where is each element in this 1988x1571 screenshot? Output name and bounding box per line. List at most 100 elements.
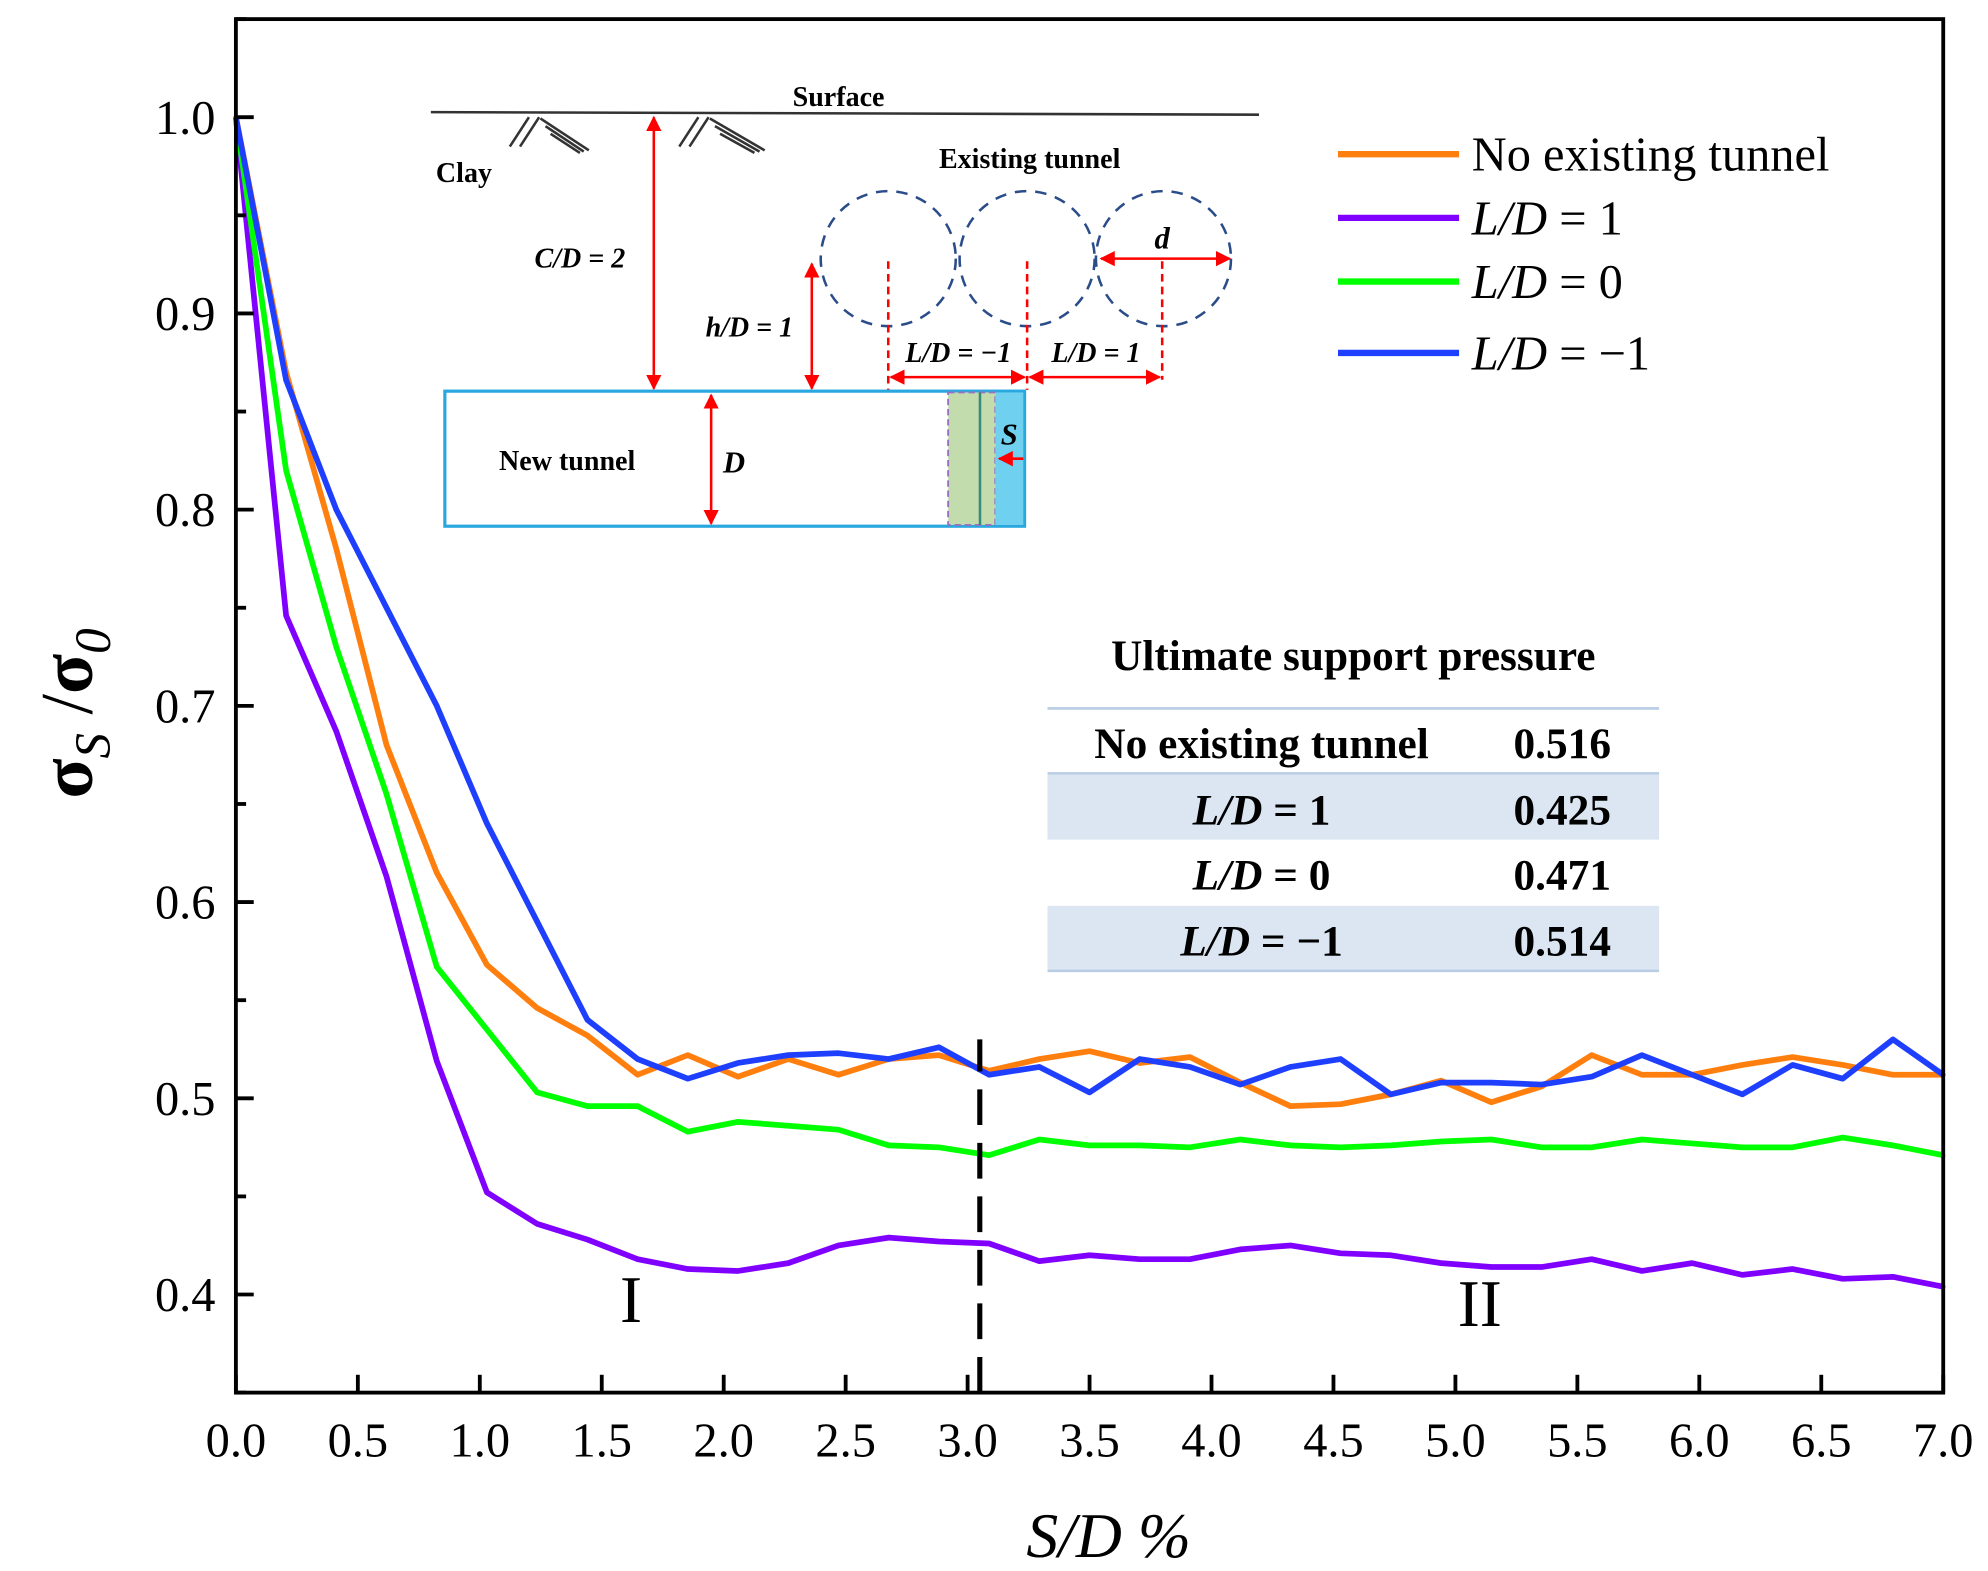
data-point — [785, 1260, 791, 1266]
data-point — [534, 1005, 540, 1011]
data-point — [1890, 1072, 1896, 1078]
data-point — [685, 1129, 691, 1134]
data-point — [283, 613, 289, 618]
data-point — [534, 1090, 540, 1095]
data-point — [1087, 1252, 1092, 1258]
data-point — [1037, 1064, 1042, 1070]
data-point — [1237, 1082, 1243, 1087]
data-point — [986, 1241, 992, 1246]
table-label-italic: L/D — [1179, 918, 1250, 966]
table-row-value: 0.516 — [1514, 720, 1611, 768]
data-point — [1037, 1056, 1042, 1062]
data-point — [1488, 1137, 1494, 1142]
data-point — [635, 1103, 640, 1109]
data-point — [1890, 1274, 1896, 1280]
data-point — [735, 1060, 741, 1066]
inset-diagram: Surface Clay Existing tunnel — [430, 82, 1260, 528]
y-axis-label-part: σ — [26, 654, 108, 694]
x-tick-label: 3.5 — [1059, 1414, 1120, 1467]
clay-label: Clay — [436, 158, 492, 189]
y-tick-label: 0.5 — [155, 1073, 216, 1126]
data-point — [1539, 1264, 1544, 1270]
data-point — [1087, 1090, 1092, 1095]
data-point — [635, 1056, 640, 1062]
data-point — [1589, 1256, 1594, 1262]
data-point — [384, 605, 389, 611]
data-point — [1740, 1092, 1745, 1097]
data-point — [1890, 1143, 1896, 1148]
data-point — [735, 1268, 741, 1274]
table-label-italic: L/D — [1192, 786, 1263, 834]
data-point — [484, 1190, 490, 1195]
table-row-value: 0.514 — [1514, 918, 1611, 966]
legend-label: No existing tunnel — [1472, 129, 1830, 182]
soil-hatch-icon — [508, 116, 766, 155]
data-point — [986, 1072, 992, 1078]
data-point — [1338, 1101, 1343, 1107]
new-tunnel-rect — [443, 389, 1027, 528]
data-point — [283, 377, 289, 383]
data-point — [384, 874, 389, 879]
legend-label-italic: L/D — [1471, 327, 1547, 380]
data-point — [283, 468, 289, 473]
table-row-value: 0.425 — [1514, 786, 1611, 834]
series-line-1 — [233, 116, 1944, 1290]
data-point — [1087, 1143, 1092, 1148]
S-label: S — [1001, 418, 1018, 452]
y-axis-label-part: S — [66, 733, 122, 758]
data-point — [1790, 1054, 1795, 1060]
data-point — [434, 964, 440, 970]
data-point — [836, 1243, 841, 1248]
data-point — [334, 644, 339, 650]
series-line-2 — [233, 116, 1944, 1159]
legend-label: L/D = 0 — [1471, 256, 1623, 309]
data-point — [1840, 1276, 1846, 1282]
data-point — [1438, 1139, 1444, 1144]
data-point — [1689, 1072, 1695, 1078]
data-point — [484, 962, 490, 968]
data-point — [434, 1058, 440, 1064]
y-axis-label-part: / — [26, 694, 108, 733]
surface-label: Surface — [793, 82, 885, 113]
y-axis-label: σS /σ0 — [26, 628, 122, 798]
legend-label-italic: L/D — [1471, 192, 1547, 245]
region-label: I — [620, 1264, 642, 1337]
data-point — [1589, 1052, 1594, 1058]
data-point — [1037, 1137, 1042, 1142]
data-point — [1539, 1082, 1544, 1087]
data-point — [1237, 1247, 1243, 1252]
x-tick-label: 4.5 — [1303, 1414, 1364, 1467]
data-point — [1639, 1052, 1645, 1058]
data-point — [1639, 1072, 1645, 1078]
data-point — [484, 821, 490, 826]
data-point — [1740, 1145, 1745, 1150]
data-point — [334, 507, 339, 512]
data-point — [1840, 1062, 1846, 1068]
data-point — [1187, 1064, 1193, 1070]
data-point — [484, 1027, 490, 1032]
table-label-rest: = 0 — [1262, 851, 1330, 899]
data-point — [1438, 1080, 1444, 1085]
data-point — [1488, 1099, 1494, 1105]
data-point — [585, 1017, 590, 1023]
data-point — [534, 1221, 540, 1227]
x-tick-label: 1.0 — [450, 1414, 511, 1467]
data-point — [836, 1127, 841, 1132]
data-point — [1488, 1080, 1494, 1085]
data-point — [1589, 1145, 1594, 1150]
data-point — [635, 1072, 640, 1078]
y-tick-label: 0.7 — [155, 680, 216, 733]
legend-label: L/D = −1 — [1471, 327, 1650, 380]
d-label: d — [1155, 221, 1171, 255]
data-point — [1438, 1260, 1444, 1266]
y-tick-label: 0.9 — [155, 288, 216, 341]
x-tick-label: 0.0 — [206, 1414, 267, 1467]
plot-frame — [233, 17, 1946, 1395]
table-label-italic: L/D — [1192, 851, 1263, 899]
data-point — [1589, 1074, 1594, 1080]
data-point — [585, 1103, 590, 1109]
data-point — [1488, 1264, 1494, 1270]
table-row-label: No existing tunnel — [1094, 720, 1429, 768]
data-point — [735, 1119, 741, 1125]
